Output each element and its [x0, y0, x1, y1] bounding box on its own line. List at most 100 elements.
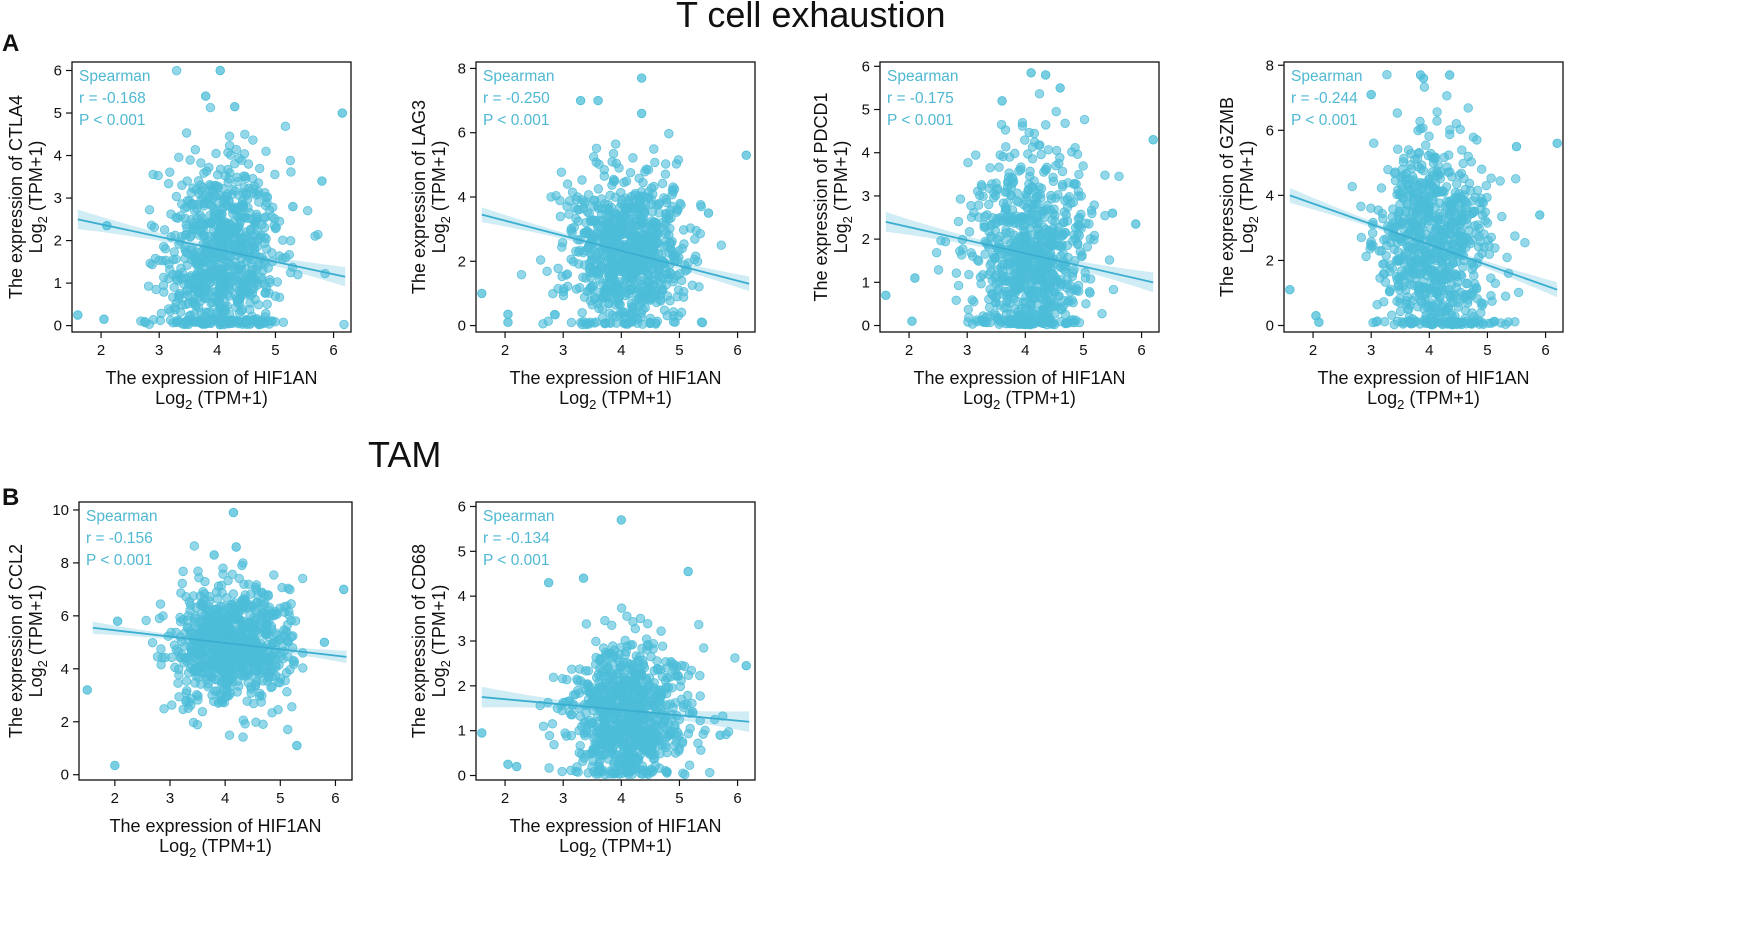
data-point	[259, 222, 270, 233]
data-point	[671, 159, 682, 169]
data-point	[548, 672, 559, 683]
data-point	[685, 723, 695, 734]
data-point	[159, 225, 170, 235]
data-point	[278, 317, 289, 327]
data-point	[182, 202, 192, 212]
data-point	[256, 274, 267, 285]
data-point	[207, 184, 217, 195]
data-point	[610, 139, 621, 149]
data-point	[163, 178, 174, 189]
data-point	[310, 231, 320, 241]
data-point	[553, 263, 563, 274]
data-point	[577, 175, 587, 185]
data-point	[694, 619, 704, 630]
outlier-point	[200, 91, 211, 101]
data-point	[246, 214, 257, 224]
data-point	[255, 163, 265, 174]
data-point	[654, 208, 664, 218]
data-point	[603, 200, 613, 210]
data-point	[581, 619, 592, 629]
data-point	[566, 317, 577, 328]
data-point	[186, 188, 196, 198]
data-point	[544, 730, 555, 741]
outlier-point	[215, 65, 225, 76]
data-point	[591, 636, 601, 647]
data-point	[263, 316, 274, 327]
data-point	[579, 292, 590, 302]
data-point	[643, 619, 653, 629]
data-point	[248, 135, 258, 145]
data-point	[695, 200, 706, 210]
x-axis-title: The expression of HIF1AN	[105, 368, 317, 388]
data-point	[560, 728, 570, 738]
data-point	[270, 223, 281, 234]
data-point	[660, 169, 671, 179]
data-point	[657, 178, 668, 189]
data-point	[698, 643, 709, 653]
data-point	[730, 653, 740, 663]
section-title-tam: TAM	[368, 434, 442, 475]
data-point	[229, 239, 239, 250]
data-point	[557, 766, 567, 777]
data-point	[169, 282, 179, 293]
data-point	[652, 656, 662, 666]
data-point	[267, 248, 277, 258]
outlier-point	[288, 201, 298, 212]
data-point	[180, 230, 191, 240]
y-axis-unit: Log2 (TPM+1)	[26, 141, 50, 254]
data-point	[205, 102, 216, 113]
data-point	[222, 189, 232, 199]
data-point	[225, 168, 235, 178]
data-point	[662, 310, 672, 321]
y-tick-label: 3	[54, 190, 62, 207]
data-point	[679, 661, 690, 672]
outlier-point	[99, 314, 109, 324]
x-tick-label: 2	[97, 342, 105, 359]
data-point	[168, 292, 178, 302]
data-point	[149, 222, 159, 232]
y-tick-label: 2	[54, 233, 62, 250]
data-point	[664, 128, 674, 139]
data-point	[198, 225, 208, 235]
x-axis-unit: Log2 (TPM+1)	[155, 388, 268, 412]
data-point	[172, 269, 182, 280]
data-point	[217, 203, 227, 214]
stat-p-value: P < 0.001	[79, 112, 146, 129]
data-point	[212, 170, 223, 180]
data-point	[548, 288, 558, 299]
data-point	[205, 210, 215, 220]
data-point	[626, 298, 637, 309]
data-point	[680, 769, 690, 780]
data-point	[609, 176, 620, 186]
section-title-t-cell-exhaustion: T cell exhaustion	[676, 0, 946, 35]
data-point	[564, 209, 574, 219]
data-point	[697, 317, 708, 328]
data-point	[611, 158, 621, 169]
data-point	[163, 273, 174, 284]
data-point	[544, 763, 554, 773]
data-point	[574, 747, 584, 758]
data-point	[245, 319, 255, 329]
outlier-point	[317, 176, 327, 186]
data-point	[677, 243, 687, 254]
data-point	[215, 315, 226, 326]
data-point	[243, 159, 254, 169]
data-point	[641, 164, 652, 174]
data-point	[285, 267, 296, 278]
data-point	[649, 144, 659, 154]
data-point	[192, 213, 202, 224]
data-point	[716, 240, 726, 250]
data-point	[616, 642, 626, 652]
data-point	[572, 192, 583, 202]
data-point	[140, 317, 150, 328]
data-point	[171, 65, 182, 76]
y-tick-label: 4	[54, 148, 62, 165]
data-point	[650, 157, 660, 168]
data-point	[619, 177, 629, 188]
data-point	[567, 664, 577, 674]
data-point	[705, 767, 715, 778]
data-point	[568, 257, 579, 267]
